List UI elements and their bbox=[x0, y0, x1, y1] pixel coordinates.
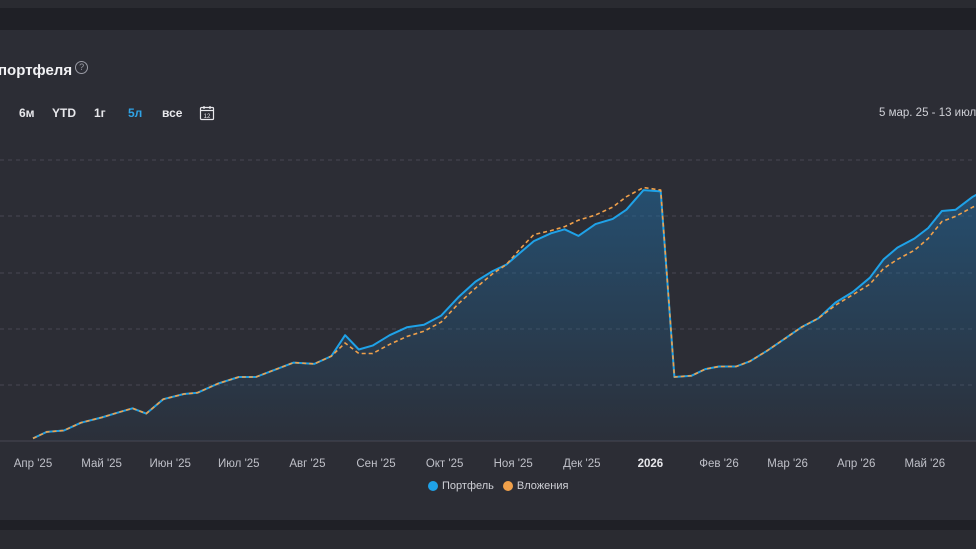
area-layer bbox=[33, 190, 976, 441]
x-axis-label: Июн '25 bbox=[149, 458, 190, 470]
chart-title-text: портфеля bbox=[0, 62, 73, 79]
x-axis-label: Июл '25 bbox=[218, 458, 260, 470]
x-axis-label: 2026 bbox=[638, 458, 664, 470]
x-axis-labels: Апр '25 Май '25 Июн '25 Июл '25 Авг '25 Сен '… bbox=[14, 458, 945, 470]
legend-dot-investments bbox=[502, 481, 513, 491]
portfolio-line[interactable] bbox=[32, 165, 976, 440]
legend-label-investments: Вложения bbox=[516, 480, 569, 492]
legend-dot-portfolio bbox=[428, 481, 438, 491]
x-axis-label: Май '26 bbox=[904, 458, 945, 470]
period-5y-button[interactable]: 5л bbox=[128, 106, 143, 120]
portfolio-area bbox=[33, 190, 976, 441]
legend-item-investments[interactable]: Вложения bbox=[502, 480, 569, 492]
period-all-button[interactable]: все bbox=[162, 106, 183, 120]
bottom-bar bbox=[0, 530, 976, 549]
period-6m-button[interactable]: 6м bbox=[19, 106, 35, 120]
date-range-label[interactable]: 5 мар. 25 - 13 июл bbox=[879, 107, 976, 119]
x-axis-label: Мар '26 bbox=[767, 458, 808, 470]
chart-title: портфеля? bbox=[0, 61, 89, 79]
calendar-day-text: 12 bbox=[204, 114, 211, 120]
x-axis-label: Дек '25 bbox=[563, 458, 600, 470]
x-axis-label: Сен '25 bbox=[356, 458, 395, 470]
x-axis-label: Авг '25 bbox=[289, 458, 325, 470]
legend-label-portfolio: Портфель bbox=[442, 480, 494, 492]
question-circle-icon[interactable]: ? bbox=[75, 61, 89, 74]
x-axis-label: Ноя '25 bbox=[494, 458, 533, 470]
x-axis-label: Апр '25 bbox=[14, 458, 52, 470]
period-ytd-button[interactable]: YTD bbox=[52, 106, 76, 120]
calendar-icon[interactable]: 12 bbox=[199, 105, 215, 121]
x-axis-label: Окт '25 bbox=[426, 458, 464, 470]
x-axis-label: Фев '26 bbox=[699, 458, 738, 470]
x-axis-label: Май '25 bbox=[81, 458, 122, 470]
top-bar bbox=[0, 0, 976, 8]
investments-line[interactable] bbox=[32, 176, 976, 440]
line-layer bbox=[32, 165, 976, 440]
chart-legend: Портфель Вложения bbox=[428, 478, 577, 494]
period-1y-button[interactable]: 1г bbox=[94, 106, 106, 120]
x-axis-label: Апр '26 bbox=[837, 458, 875, 470]
legend-item-portfolio[interactable]: Портфель bbox=[428, 480, 494, 492]
